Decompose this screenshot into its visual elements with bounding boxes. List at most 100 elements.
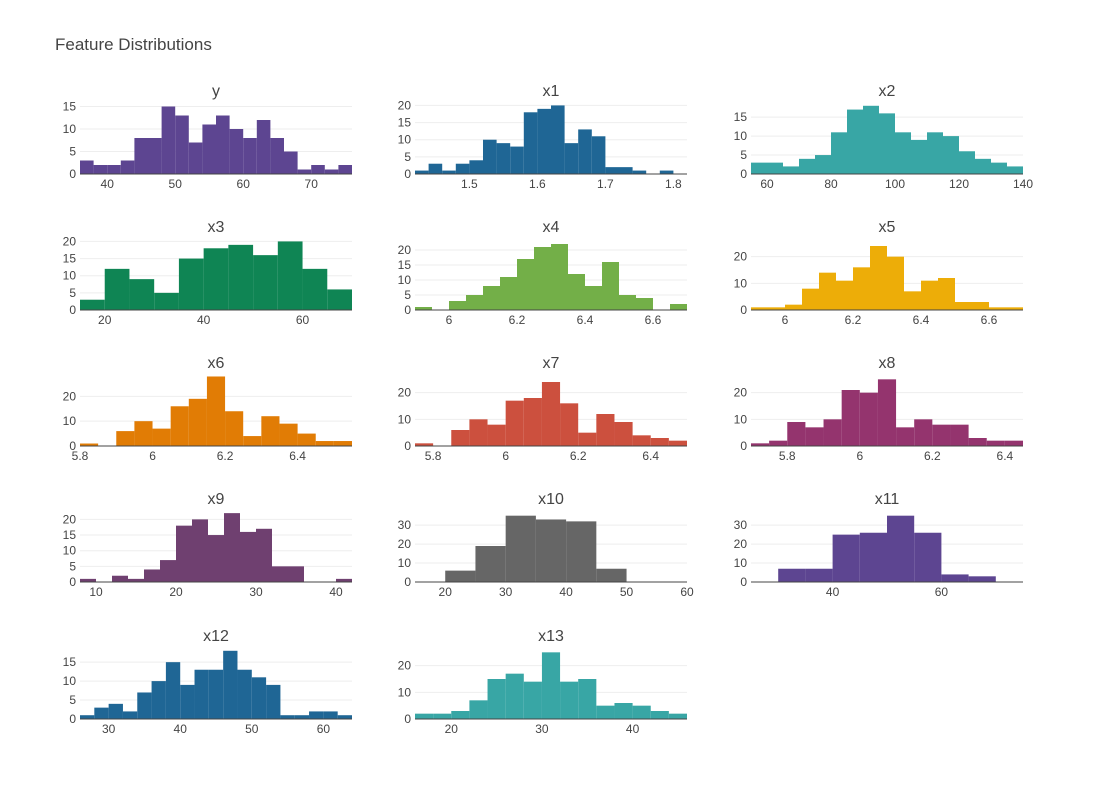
subplot-x11-y-tick-label: 30 [734, 518, 748, 532]
subplot-x8-bar [787, 422, 806, 446]
subplot-x10-title: x10 [538, 491, 564, 508]
subplot-x12-y-tick-label: 15 [63, 655, 77, 669]
subplot-x9-y-tick-label: 5 [69, 559, 76, 573]
subplot-x9-bar [144, 569, 160, 582]
subplot-x12-bar [151, 681, 166, 719]
subplot-x7-bar [632, 435, 651, 446]
subplot-x10-bar [566, 521, 597, 582]
subplot-x11-x-tick-label: 40 [826, 585, 840, 599]
subplot-x13-y-tick-label: 10 [398, 685, 412, 699]
subplot-x12-bar [337, 715, 352, 719]
subplot-x2-y-tick-label: 5 [740, 148, 747, 162]
subplot-x1-bar [591, 136, 606, 174]
subplot-x11-title: x11 [875, 491, 900, 508]
subplot-x6-bar [261, 416, 280, 446]
subplot-x4-bar [636, 298, 653, 310]
subplot-x3-y-tick-label: 15 [63, 252, 77, 266]
subplot-x6-bar [152, 428, 171, 446]
subplot-x5-bar [819, 272, 836, 310]
subplot-x12-bar [223, 650, 238, 719]
subplot-x9-bar [112, 575, 128, 582]
subplot-x10-x-tick-label: 60 [680, 585, 694, 599]
subplot-x9-x-tick-label: 40 [329, 585, 343, 599]
subplot-x13-x-tick-label: 40 [626, 722, 640, 736]
subplot-x13: x13 0 10 20 20 30 40 [398, 628, 687, 736]
subplot-x7-x-tick-label: 5.8 [425, 449, 442, 463]
subplot-x12-title: x12 [203, 628, 229, 645]
subplot-x9-bar [272, 566, 288, 582]
subplot-x12-bar [237, 669, 252, 719]
subplot-x7-y-tick-label: 10 [398, 412, 412, 426]
subplot-x13-bar [415, 713, 434, 719]
subplot-x1-x-tick-label: 1.8 [665, 177, 682, 191]
subplot-x6-y-tick-label: 10 [63, 414, 77, 428]
subplot-x4-bar [449, 301, 466, 310]
subplot-x5-y-tick-label: 0 [740, 303, 747, 317]
subplot-x8-y-tick-label: 0 [740, 439, 747, 453]
subplot-x4-bar [670, 304, 687, 310]
subplot-x1-bar [605, 167, 619, 174]
subplot-x5: x5 0 10 20 6 6.2 6.4 6.6 [734, 219, 1023, 327]
subplot-x5-bar [921, 280, 938, 310]
subplot-x9-y-tick-label: 20 [63, 512, 77, 526]
subplot-x9-title: x9 [208, 491, 225, 508]
subplot-x6-bar [225, 411, 244, 446]
subplot-x10-y-tick-label: 30 [398, 518, 412, 532]
subplot-y-bar [284, 151, 298, 174]
subplot-x5-bar [853, 267, 870, 310]
subplot-x2-bar [799, 158, 815, 174]
subplot-x6-bar [243, 436, 262, 446]
subplot-x10-bar [475, 546, 506, 582]
subplot-x6-bar [188, 398, 207, 446]
subplot-x12-bar [251, 677, 267, 719]
subplot-x4-y-tick-label: 15 [398, 258, 412, 272]
subplot-y-bar [338, 165, 352, 174]
subplot-x13-bar [614, 703, 633, 719]
subplot-x9-x-tick-label: 10 [89, 585, 103, 599]
subplot-x7-bar [560, 403, 579, 446]
subplot-x10-bar [445, 570, 476, 582]
subplot-x5-bar [972, 302, 989, 310]
subplot-x9-bar [336, 578, 352, 582]
subplot-x12-bar [122, 711, 138, 719]
subplot-y-bar [93, 165, 108, 174]
subplot-x12-bar [165, 662, 181, 719]
subplot-x9-bar [240, 531, 256, 582]
subplot-x2-x-tick-label: 100 [885, 177, 905, 191]
subplot-y-y-tick-label: 15 [63, 100, 77, 114]
subplot-x6-x-tick-label: 5.8 [72, 449, 89, 463]
subplot-x4-y-tick-label: 0 [404, 303, 411, 317]
subplot-x2-bar [927, 132, 943, 174]
subplot-y-x-tick-label: 40 [101, 177, 115, 191]
subplot-y-bar [243, 138, 257, 174]
subplot-x2-bar [815, 155, 831, 174]
subplot-x5-bar [904, 291, 921, 310]
figure-title: Feature Distributions [55, 35, 212, 54]
subplot-x2-bar [863, 105, 879, 174]
subplot-x1-bar [469, 160, 483, 174]
subplot-x2-x-tick-label: 60 [760, 177, 774, 191]
subplot-x1-x-tick-label: 1.6 [529, 177, 546, 191]
subplot-y-bar [324, 169, 339, 174]
subplot-x13-bar [560, 681, 579, 719]
subplot-y-title: y [212, 83, 220, 100]
subplot-x9-bar [176, 525, 192, 582]
subplot-y-bar [256, 120, 271, 174]
subplot-x13-bar [433, 713, 452, 719]
subplot-x12-bar [280, 715, 295, 719]
subplot-x9-y-tick-label: 0 [69, 575, 76, 589]
subplot-x12-x-tick-label: 40 [174, 722, 188, 736]
subplot-x1-bar [551, 105, 565, 174]
subplot-x12-bar [323, 711, 338, 719]
subplot-x6-x-tick-label: 6.2 [217, 449, 234, 463]
subplot-x10-bar [505, 515, 536, 582]
subplot-x13-y-tick-label: 20 [398, 659, 412, 673]
subplot-x12-y-tick-label: 10 [63, 674, 77, 688]
subplot-x1-bar [510, 146, 524, 174]
subplot-x4-bar [551, 244, 568, 310]
subplot-x7-x-tick-label: 6 [502, 449, 509, 463]
subplot-x13-y-tick-label: 0 [404, 712, 411, 726]
subplot-x3-bar [277, 241, 303, 310]
subplot-x6-bar [297, 433, 316, 446]
subplot-x7-x-tick-label: 6.4 [642, 449, 659, 463]
